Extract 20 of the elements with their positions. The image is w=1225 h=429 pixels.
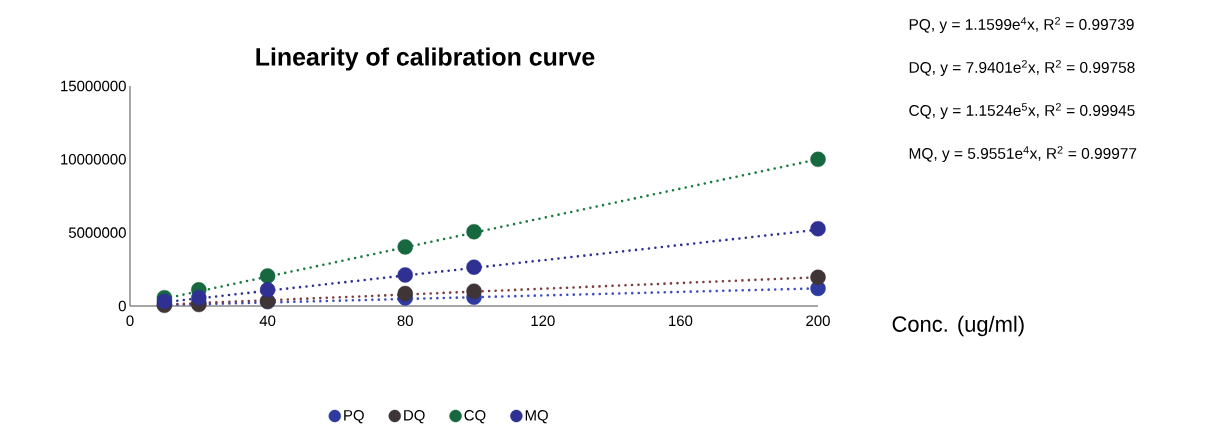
text: DQ, y = 7.9401e$^{2}$x, R$^{2}$ = 0.99758: [909, 60, 1135, 76]
x-tick-label: 200: [806, 315, 830, 327]
chart-title: Linearity of calibration curve: [256, 47, 595, 71]
text: CQ, y = 1.1524e$^{5}$x, R$^{2}$ = 0.99945: [909, 103, 1135, 119]
x-tick-label: 80: [397, 315, 413, 327]
text: PQ, y = 1.1599e$^{4}$x, R$^{2}$ = 0.99739: [909, 17, 1134, 33]
x-axis-title: Conc. (ug/ml): [892, 315, 1024, 337]
legend-label: DQ: [404, 410, 425, 424]
x-tick-label: 40: [259, 315, 276, 327]
text: MQ, y = 5.9551e$^{4}$x, R$^{2}$ = 0.99977: [909, 146, 1137, 162]
legend-label: CQ: [464, 410, 486, 424]
y-tick-label: 0: [118, 300, 126, 312]
x-tick-label: 120: [531, 315, 555, 327]
legend-label: MQ: [525, 410, 548, 424]
y-tick-label: 10000000: [61, 154, 126, 165]
x-tick-label: 0: [126, 315, 134, 327]
y-tick-label: 5000000: [68, 227, 126, 238]
legend-label: PQ: [344, 410, 364, 424]
x-tick-label: 160: [669, 315, 693, 327]
y-tick-label: 15000000: [61, 80, 126, 92]
